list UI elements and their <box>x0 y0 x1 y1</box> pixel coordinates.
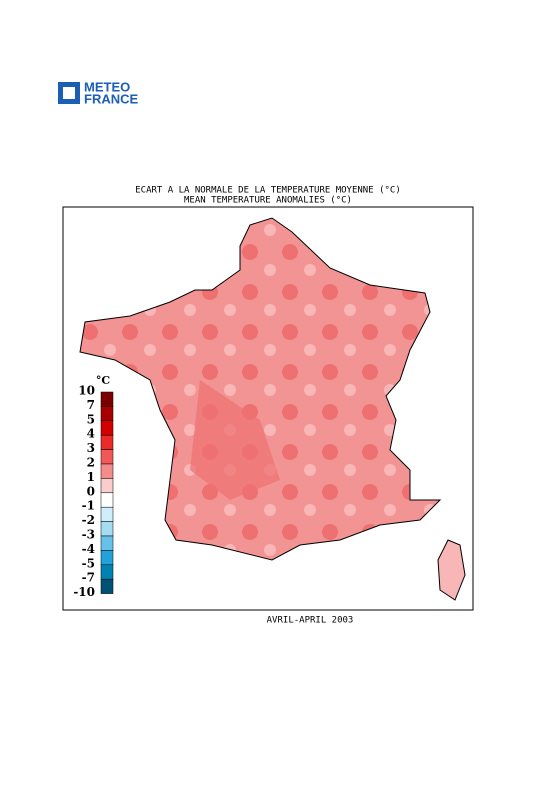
legend-swatch <box>100 478 114 494</box>
legend-label: -1 <box>82 499 95 513</box>
legend-swatch <box>100 434 114 450</box>
legend-label: 10 <box>78 384 95 398</box>
legend-label: 4 <box>87 427 95 441</box>
legend-label: -5 <box>82 556 95 570</box>
france-map <box>79 217 442 561</box>
legend-label: -4 <box>82 542 95 556</box>
legend-label: 5 <box>87 412 95 426</box>
legend-unit: °C <box>96 374 111 387</box>
legend-swatch <box>100 564 114 580</box>
legend-swatch <box>100 449 114 465</box>
legend-swatch <box>100 578 114 594</box>
legend-label: 0 <box>87 484 95 498</box>
legend-label: 1 <box>87 470 95 484</box>
legend-swatch <box>100 463 114 479</box>
legend-label: -2 <box>82 513 95 527</box>
legend-swatch <box>100 391 114 407</box>
legend-swatch <box>100 506 114 522</box>
footer: AVRIL-APRIL 2003 <box>267 616 354 626</box>
legend-swatch <box>100 420 114 436</box>
subtitle: MEAN TEMPERATURE ANOMALIES (°C) <box>184 196 352 206</box>
legend-label: 7 <box>87 398 95 412</box>
title: ECART A LA NORMALE DE LA TEMPERATURE MOY… <box>135 186 401 196</box>
corsica-map <box>437 539 466 601</box>
legend-swatch <box>100 535 114 551</box>
logo-text: METEO <box>84 79 130 94</box>
logo-text: FRANCE <box>84 91 138 106</box>
legend-swatch <box>100 406 114 422</box>
legend-label: 2 <box>87 456 95 470</box>
legend-label: 3 <box>87 441 95 455</box>
legend-swatch <box>100 550 114 566</box>
map-frame <box>62 206 474 611</box>
logo: METEO FRANCE <box>58 79 138 106</box>
legend-label: -3 <box>82 528 95 542</box>
anomaly-zone <box>190 380 280 500</box>
legend-swatch <box>100 521 114 537</box>
legend-label: -7 <box>82 571 95 585</box>
logo-icon-inner <box>63 87 75 99</box>
legend-swatch <box>100 492 114 508</box>
legend-label: -10 <box>73 585 95 599</box>
